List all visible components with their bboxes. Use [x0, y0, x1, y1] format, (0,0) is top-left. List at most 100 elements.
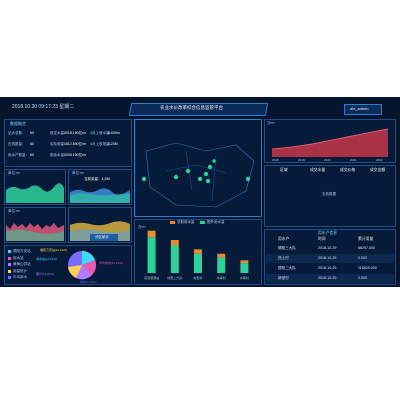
household-cell: 0.000: [358, 256, 367, 260]
bar-extra: [217, 257, 226, 273]
pie-label-d: 累计(11.24%): [36, 272, 54, 276]
bar-extra: [170, 245, 179, 273]
bar-total: [147, 230, 156, 238]
pie-legend-swatch: [8, 269, 11, 273]
overview-v1-1: 60: [30, 142, 34, 146]
region-stats-tab-label[interactable]: 分区统计: [95, 235, 109, 239]
household-panel: [264, 229, 396, 285]
pie-label-b: 用水站(11.12%): [36, 257, 57, 261]
bar-extra: [194, 253, 202, 273]
trend-x-label: 2019: [298, 158, 305, 162]
mini-unit-1: 单位:m³: [8, 171, 21, 175]
overview-v2-0: 2018.190亿m³: [64, 131, 87, 135]
user-badge[interactable]: [344, 104, 382, 115]
trend-x-label: 2021: [350, 158, 357, 162]
map-panel: [134, 119, 262, 217]
pie-legend-item[interactable]: 黄梅山供站: [13, 262, 31, 266]
household-cell: 116829.000: [358, 266, 377, 270]
supply-empty: 无效数据: [322, 192, 336, 196]
bar-total: [217, 253, 226, 258]
mini-unit-3: 单位:m³: [8, 209, 21, 213]
dashboard-frame: 2018.10.30 09:17:23 星期二 农业水价改革综合信息监管平台 d…: [0, 97, 400, 287]
pie-label-e: 用水(7.04%): [80, 280, 97, 284]
household-cell: 2018-10-29: [318, 276, 337, 280]
household-cell: 2018-10-29: [318, 266, 337, 270]
trend-x-label: 2022: [376, 158, 383, 162]
bar-category-label: 德阳二大队: [167, 275, 182, 280]
pie-legend-item[interactable]: 用量统计: [13, 268, 27, 273]
pie-legend-item[interactable]: 平均用水: [13, 275, 27, 279]
household-cell: 德阳三大队: [278, 246, 296, 250]
overview-panel: [4, 119, 132, 167]
household-cell: 西土村: [278, 256, 289, 260]
bar-total: [170, 240, 179, 246]
overview-k3-1: 4月上收用量：: [90, 142, 113, 146]
trend-chart: [271, 128, 389, 157]
trend-x-label: 2018: [272, 158, 279, 162]
trend-x-label: 2020: [324, 158, 331, 162]
household-cell: 新型村: [278, 276, 289, 280]
mini-chart-1: [6, 183, 64, 203]
bar-chart-unit: 万m³: [138, 225, 146, 229]
overview-v2-2: 2005.190亿m³: [64, 153, 87, 157]
trend-unit: 万m³: [267, 121, 275, 125]
overview-k1-2: 用水户数量：: [8, 153, 29, 157]
overview-v1-0: 60: [30, 131, 34, 135]
legend-swatch-extra: [200, 221, 205, 224]
overview-k2-1: 实际用量：: [50, 142, 68, 146]
mini-chart-3: [6, 223, 64, 241]
bar-total: [194, 249, 202, 254]
overview-k2-2: 剩余水量：: [50, 153, 68, 157]
household-cell: 2018-10-29: [318, 256, 337, 260]
region-stats-tab[interactable]: [90, 234, 118, 241]
table-row[interactable]: [266, 274, 394, 283]
pie-legend-swatch: [8, 256, 11, 260]
mini-unit-2: 单位:m³: [72, 171, 85, 175]
supply-table-panel: [264, 165, 396, 227]
pie-label-c: 平均用水(11.14%): [99, 261, 123, 265]
mini-current-usage: 当前用量：4,250: [84, 177, 111, 181]
supply-header: 成交水量: [310, 168, 326, 172]
bar-chart: 自流灌溉站 德阳二大队 新型村 水库村 水库村: [144, 230, 249, 280]
overview-v3-1: 1.23M: [108, 142, 118, 146]
overview-v3-0: 0.009m: [108, 131, 120, 135]
household-cell: 德阳二大队: [278, 266, 296, 270]
household-cell: 68297.000: [358, 246, 375, 250]
pie-legend-item[interactable]: 德阳万安站: [13, 249, 31, 253]
overview-k2-0: 核定水量：: [50, 131, 68, 135]
page-title: 农业水价改革综合信息监管平台: [160, 105, 223, 110]
pie-label-a: 福阳万安站(11.12%): [40, 248, 67, 252]
overview-title: 数据概览: [10, 121, 26, 126]
pie-chart: [68, 251, 97, 280]
table-row[interactable]: [266, 254, 394, 263]
legend-total: 总取用水量: [177, 220, 195, 224]
supply-header: 区域: [280, 168, 288, 172]
bar-category-label: 水库村: [240, 275, 249, 280]
pie-legend-item[interactable]: 用水站: [13, 255, 24, 260]
household-title: 用水户信息: [318, 231, 337, 235]
legend-swatch-total: [170, 221, 175, 224]
household-cell: 2018-10-29: [318, 246, 337, 250]
mini-chart-2: [70, 188, 130, 203]
bar-category-label: 自流灌溉站: [144, 275, 159, 280]
overview-v1-2: 60: [30, 153, 34, 157]
bar-extra: [240, 263, 249, 273]
overview-k1-1: 在线数量：: [8, 142, 26, 146]
supply-header: 成交金额: [370, 168, 386, 172]
overview-k1-0: 站点总数：: [8, 131, 26, 135]
datetime-display: 2018.10.30 09:17:23 星期二: [12, 104, 75, 110]
household-header: 用水户: [278, 237, 290, 241]
overview-v2-1: 1612.890亿m³: [64, 142, 87, 146]
pie-legend-swatch: [8, 276, 11, 279]
bar-category-label: 水库村: [217, 275, 226, 280]
bar-extra: [147, 237, 156, 273]
username[interactable]: dfx_admin: [350, 106, 369, 111]
bar-total: [240, 260, 249, 264]
pie-legend-swatch: [8, 250, 11, 253]
pie-legend-swatch: [8, 263, 11, 266]
legend-extra: 额外用水量: [207, 220, 225, 224]
household-cell: 0.000: [358, 276, 367, 280]
household-header: 时间: [318, 237, 326, 241]
overview-k3-0: 4月上收水量：: [90, 131, 113, 135]
bar-category-label: 新型村: [193, 275, 202, 280]
